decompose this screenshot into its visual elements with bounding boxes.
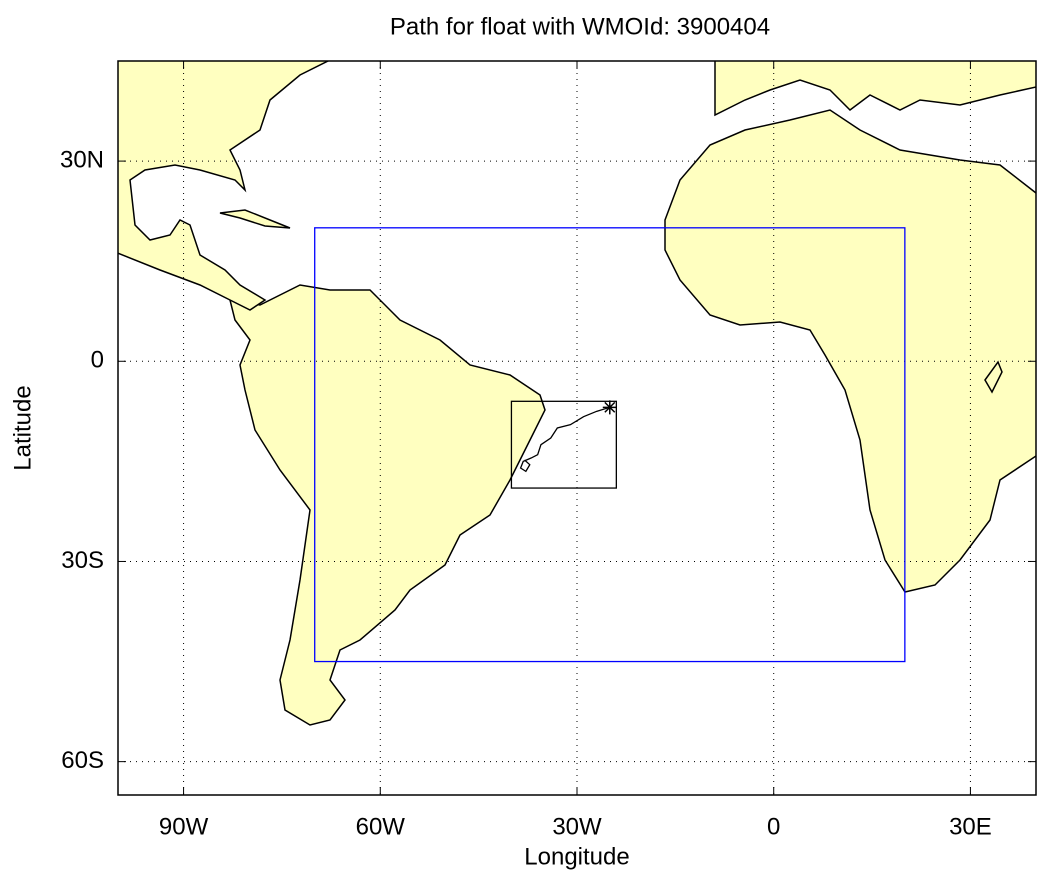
land <box>118 61 1036 726</box>
y-axis-label: Latitude <box>9 385 36 470</box>
y-tick-label: 30N <box>60 146 104 173</box>
x-axis-label: Longitude <box>524 843 629 870</box>
madagascar <box>984 360 1003 394</box>
africa <box>664 109 1036 593</box>
x-tick-label: 30E <box>949 813 992 840</box>
y-tick-label: 0 <box>91 347 104 374</box>
float-path <box>519 406 610 473</box>
start-marker <box>602 400 617 415</box>
europe <box>714 61 1036 117</box>
x-tick-label: 0 <box>767 813 780 840</box>
region-box <box>510 400 617 489</box>
region-box <box>314 227 906 663</box>
south-america <box>228 284 546 726</box>
y-tick-label: 30S <box>61 547 104 574</box>
x-tick-label: 90W <box>159 813 209 840</box>
cuba <box>219 209 291 229</box>
north-america <box>118 61 330 311</box>
y-tick-label: 60S <box>61 747 104 774</box>
chart-title: Path for float with WMOId: 3900404 <box>390 13 770 40</box>
x-tick-label: 60W <box>356 813 406 840</box>
x-tick-label: 30W <box>552 813 602 840</box>
